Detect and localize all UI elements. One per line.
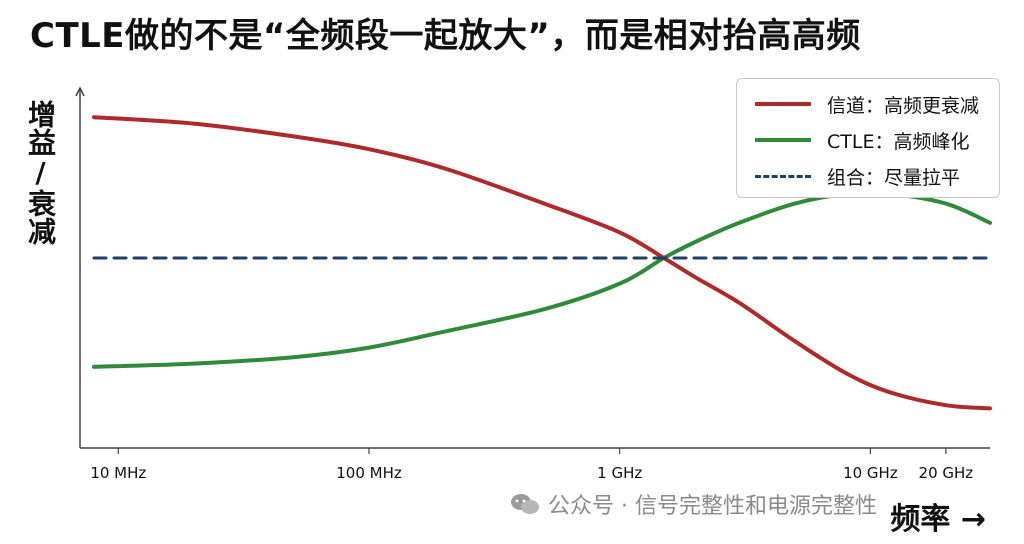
series-line-0 <box>92 115 992 411</box>
legend-item-combined: 组合：尽量拉平 <box>755 161 960 191</box>
watermark: 公众号 · 信号完整性和电源完整性 <box>510 488 877 520</box>
x-tick-label: 100 MHz <box>336 464 402 482</box>
watermark-text: 公众号 · 信号完整性和电源完整性 <box>548 494 877 519</box>
x-tick-label: 20 GHz <box>919 464 974 482</box>
x-tick-label: 1 GHz <box>597 464 642 482</box>
y-axis-label: 增益/衰减 <box>24 100 57 245</box>
x-tick-label: 10 GHz <box>843 464 898 482</box>
legend-label-channel: 信道：高频更衰减 <box>827 94 980 117</box>
axes <box>75 86 990 449</box>
x-ticks: 10 MHz 100 MHz 1 GHz 10 GHz 20 GHz <box>90 448 973 482</box>
legend: 信道：高频更衰减 CTLE：高频峰化 组合：尽量拉平 <box>736 78 1000 198</box>
x-tick-label: 10 MHz <box>90 464 146 482</box>
legend-item-ctle: CTLE：高频峰化 <box>755 125 969 155</box>
x-axis-label: 频率 → <box>890 502 986 537</box>
series-line-1 <box>92 190 992 369</box>
wechat-icon <box>510 493 540 515</box>
legend-label-ctle: CTLE：高频峰化 <box>827 130 970 153</box>
legend-swatch-channel <box>755 102 811 106</box>
legend-swatch-combined <box>755 174 811 178</box>
chart-title: CTLE做的不是“全频段一起放大”，而是相对抬高高频 <box>30 16 861 56</box>
y-axis-arrow <box>75 86 85 97</box>
legend-swatch-ctle <box>755 138 811 142</box>
legend-label-combined: 组合：尽量拉平 <box>827 166 961 189</box>
legend-item-channel: 信道：高频更衰减 <box>755 89 979 119</box>
